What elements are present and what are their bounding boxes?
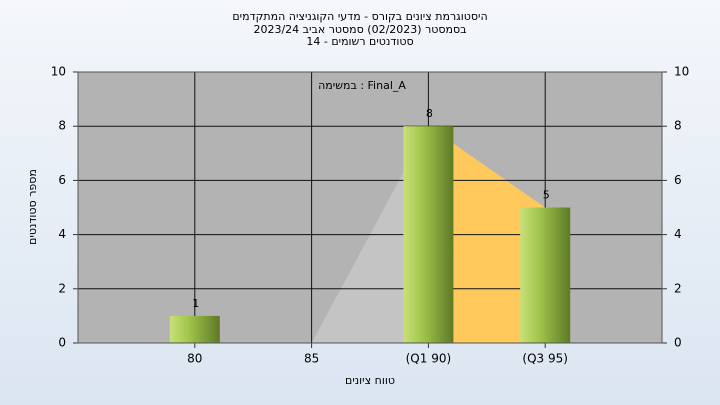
bar bbox=[520, 207, 571, 343]
x-axis-label: טווח ציונים bbox=[345, 374, 395, 387]
chart-subtitle: בסמסטר (02/2023) סמסטר אביב 2023/24 bbox=[253, 23, 466, 36]
y2-tick-label: 10 bbox=[674, 65, 689, 79]
plot-border bbox=[77, 71, 663, 344]
annotation: במשימה : Final_A bbox=[318, 79, 406, 92]
bar bbox=[169, 315, 220, 343]
x-tick-label: (Q3 95) bbox=[522, 352, 568, 366]
y2-tick-label: 0 bbox=[674, 336, 682, 350]
y-tick-label: 8 bbox=[58, 119, 66, 133]
y2-tick-label: 8 bbox=[674, 119, 682, 133]
y-tick-label: 2 bbox=[58, 281, 66, 295]
y-tick-label: 10 bbox=[51, 65, 66, 79]
y-tick-label: 6 bbox=[58, 173, 66, 187]
chart-title: היסטוגרמת ציונים בקורס - מדעי הקוגניציה … bbox=[232, 10, 487, 23]
y2-tick-label: 6 bbox=[674, 173, 682, 187]
y-tick-label: 4 bbox=[58, 227, 66, 241]
bar bbox=[403, 126, 454, 343]
data-label: 5 bbox=[543, 189, 550, 202]
data-label: 1 bbox=[192, 297, 199, 310]
y-tick-label: 0 bbox=[58, 336, 66, 350]
y2-tick-label: 2 bbox=[674, 281, 682, 295]
chart-subtitle: סטודנטים רשומים - 14 bbox=[306, 35, 413, 48]
data-label: 8 bbox=[426, 107, 433, 120]
x-tick-label: 80 bbox=[187, 352, 202, 366]
x-tick-label: 85 bbox=[304, 352, 319, 366]
y2-tick-label: 4 bbox=[674, 227, 682, 241]
x-tick-label: (Q1 90) bbox=[406, 352, 452, 366]
y-axis-label: מספר סטודנטים bbox=[26, 169, 39, 245]
